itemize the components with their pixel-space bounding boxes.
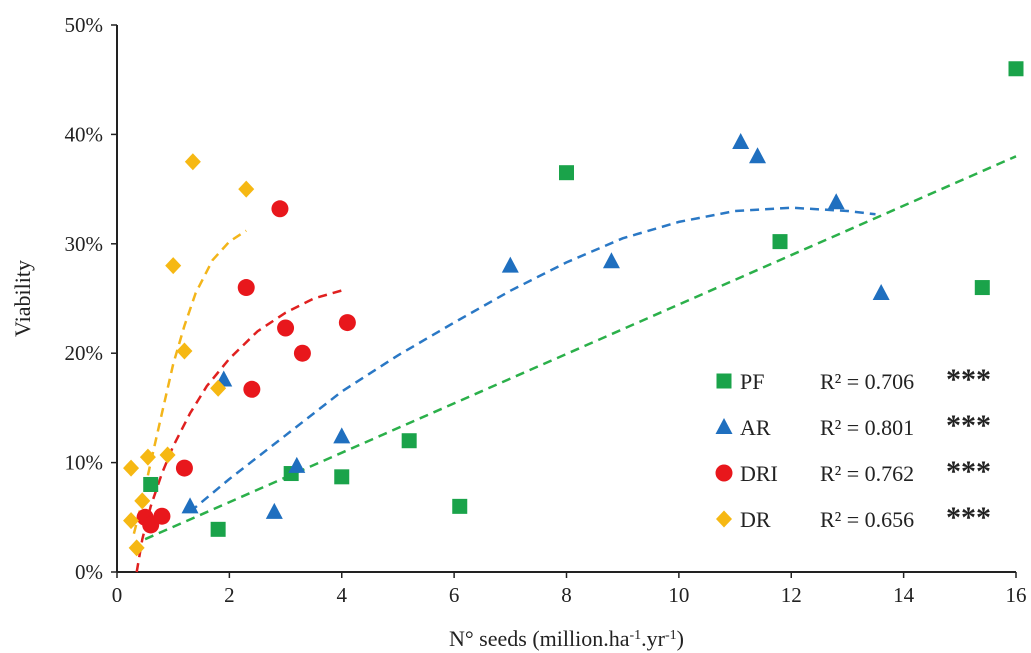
- point-pf: [772, 234, 788, 250]
- point-ar: [265, 502, 283, 519]
- point-ar: [732, 133, 750, 150]
- legend-significance-pf: ***: [946, 363, 991, 396]
- point-dri: [153, 507, 171, 525]
- point-dr: [176, 342, 193, 360]
- legend-label-ar: AR: [740, 415, 771, 440]
- x-tick-label: 2: [224, 583, 235, 607]
- legend-significance-dri: ***: [946, 455, 991, 488]
- point-ar: [333, 427, 351, 444]
- legend-marker-ar: [715, 418, 733, 434]
- point-dr: [128, 539, 145, 557]
- point-dri: [175, 459, 193, 477]
- y-axis-title: Viability: [10, 260, 35, 337]
- x-tick-label: 4: [337, 583, 348, 607]
- point-dr: [134, 492, 151, 510]
- x-tick-label: 14: [893, 583, 915, 607]
- point-ar: [827, 193, 845, 210]
- point-ar: [288, 456, 306, 473]
- point-ar: [749, 147, 767, 164]
- point-pf: [559, 165, 574, 181]
- x-axis-title: N° seeds (million.ha-1.yr-1): [449, 626, 684, 651]
- point-dr: [139, 448, 156, 466]
- y-tick-label: 50%: [65, 13, 104, 37]
- x-tick-label: 8: [561, 583, 572, 607]
- y-tick-label: 10%: [65, 451, 104, 475]
- legend-significance-ar: ***: [946, 409, 991, 442]
- legend-marker-dri: [715, 464, 733, 482]
- x-tick-label: 10: [668, 583, 689, 607]
- point-dri: [338, 314, 356, 332]
- legend-r2-dr: R² = 0.656: [820, 507, 914, 532]
- point-ar: [872, 284, 890, 301]
- y-tick-label: 40%: [65, 122, 104, 146]
- x-tick-label: 6: [449, 583, 460, 607]
- legend-label-dri: DRI: [740, 461, 778, 486]
- point-dr: [123, 459, 140, 477]
- point-dri: [293, 344, 311, 362]
- point-ar: [501, 256, 519, 273]
- trendline-ar: [189, 206, 876, 513]
- legend-r2-ar: R² = 0.801: [820, 415, 914, 440]
- point-dr: [238, 180, 255, 198]
- point-dri: [271, 200, 289, 218]
- point-pf: [1008, 61, 1024, 77]
- x-tick-label: 16: [1006, 583, 1027, 607]
- y-tick-label: 20%: [65, 341, 104, 365]
- point-pf: [401, 433, 417, 449]
- legend-marker-pf: [716, 373, 732, 389]
- point-dr: [165, 257, 182, 275]
- legend-significance-dr: ***: [946, 501, 991, 534]
- trendline-dri: [135, 288, 345, 573]
- point-dri: [277, 319, 295, 337]
- point-pf: [974, 280, 990, 296]
- point-dr: [184, 153, 201, 171]
- point-dri: [243, 380, 261, 398]
- y-tick-label: 0%: [75, 560, 103, 584]
- point-ar: [602, 252, 620, 269]
- chart-legend: PF R² = 0.706 *** AR R² = 0.801 *** DRI R² = 0.…: [715, 363, 991, 534]
- point-dr: [123, 512, 140, 530]
- point-pf: [334, 469, 350, 485]
- point-pf: [210, 521, 226, 537]
- chart-axes: 0% 10% 20% 30% 40% 50% 0 2 4 6 8 10 12 14 16 N° seeds (…: [10, 13, 1027, 651]
- point-dr: [159, 446, 176, 464]
- legend-label-dr: DR: [740, 507, 771, 532]
- x-tick-label: 12: [781, 583, 802, 607]
- legend-r2-pf: R² = 0.706: [820, 369, 914, 394]
- point-pf: [143, 476, 159, 492]
- point-ar: [181, 497, 199, 514]
- point-pf: [452, 498, 468, 514]
- y-tick-label: 30%: [65, 232, 104, 256]
- legend-r2-dri: R² = 0.762: [820, 461, 914, 486]
- legend-marker-dr: [716, 510, 732, 528]
- data-points: [123, 61, 1024, 557]
- x-tick-label: 0: [112, 583, 123, 607]
- legend-label-pf: PF: [740, 369, 764, 394]
- point-dri: [237, 279, 255, 297]
- point-dr: [210, 379, 227, 397]
